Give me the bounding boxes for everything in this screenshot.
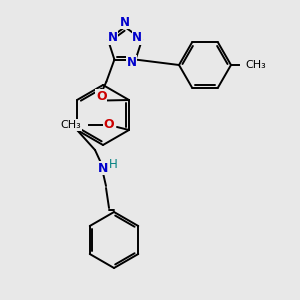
- Text: O: O: [96, 90, 107, 103]
- Text: N: N: [132, 31, 142, 44]
- Text: N: N: [108, 31, 118, 44]
- Text: CH₃: CH₃: [245, 60, 266, 70]
- Text: H: H: [109, 158, 117, 172]
- Text: O: O: [104, 118, 114, 131]
- Text: N: N: [120, 16, 130, 28]
- Text: CH₃: CH₃: [60, 120, 81, 130]
- Text: N: N: [98, 161, 108, 175]
- Text: N: N: [127, 56, 136, 69]
